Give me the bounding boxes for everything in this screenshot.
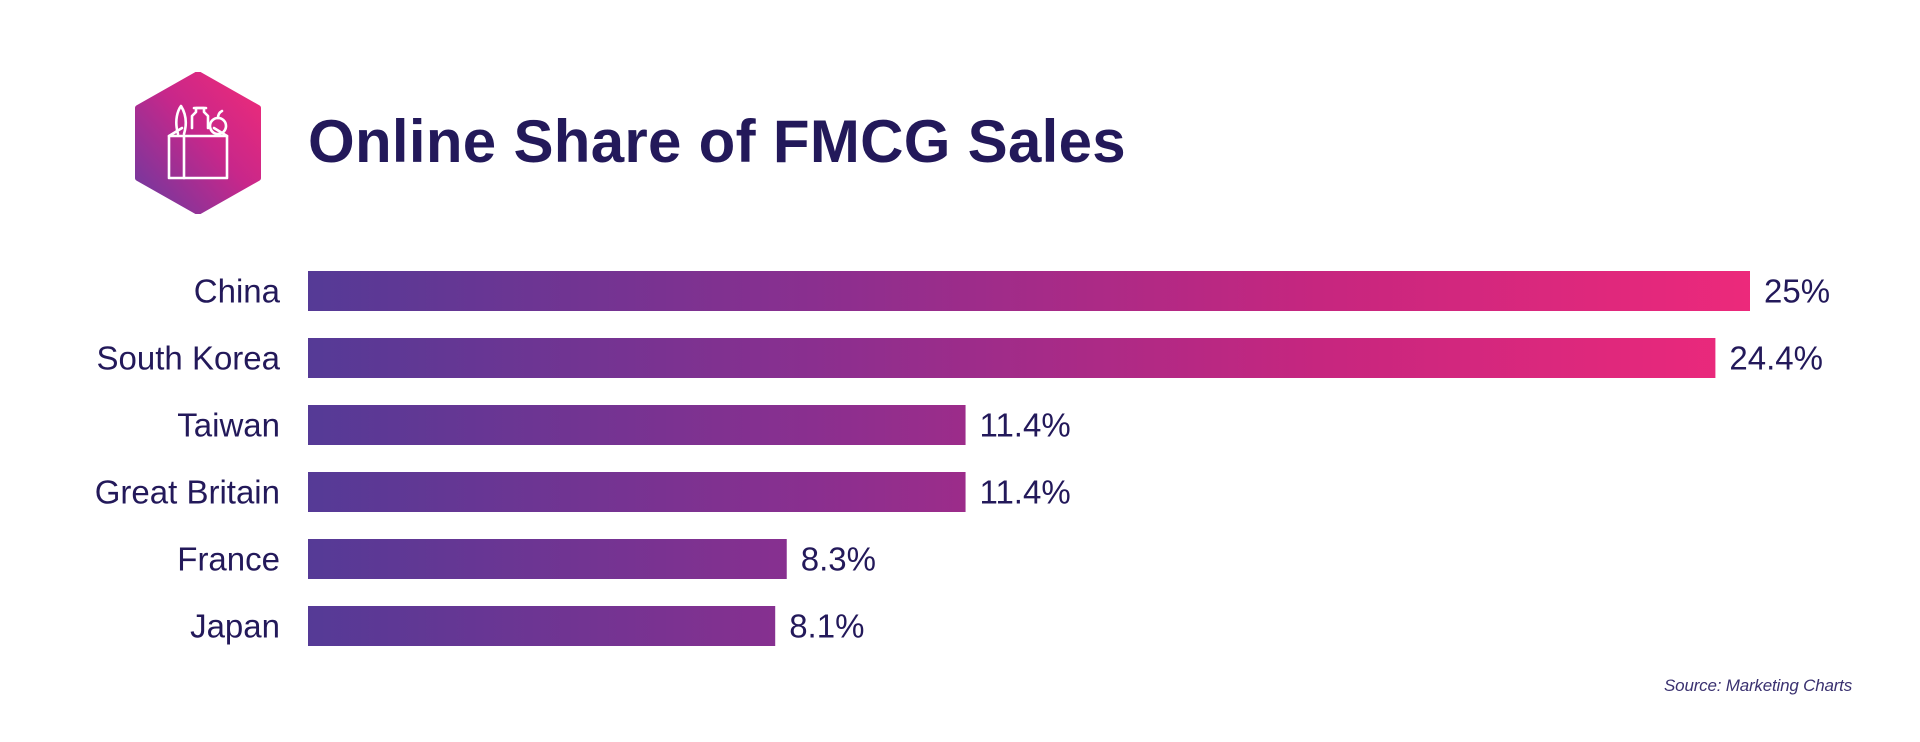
bar bbox=[308, 472, 966, 512]
bar bbox=[308, 405, 966, 445]
category-label: Japan bbox=[190, 608, 280, 645]
value-label: 11.4% bbox=[980, 474, 1071, 511]
bar bbox=[308, 271, 1750, 311]
chart-title: Online Share of FMCG Sales bbox=[308, 108, 1126, 175]
value-label: 8.3% bbox=[801, 541, 876, 578]
grocery-bag-icon bbox=[167, 104, 229, 180]
category-label: China bbox=[194, 273, 281, 310]
category-label: South Korea bbox=[97, 340, 281, 377]
value-label: 11.4% bbox=[980, 407, 1071, 444]
logo-badge bbox=[135, 72, 261, 214]
bar bbox=[308, 539, 787, 579]
bar bbox=[308, 606, 776, 646]
category-label: Taiwan bbox=[177, 407, 280, 444]
value-label: 24.4% bbox=[1729, 340, 1823, 377]
value-label: 8.1% bbox=[789, 608, 864, 645]
source-note: Source: Marketing Charts bbox=[1664, 676, 1852, 695]
category-label: France bbox=[177, 541, 280, 578]
category-label: Great Britain bbox=[95, 474, 280, 511]
value-label: 25% bbox=[1764, 273, 1830, 310]
bar bbox=[308, 338, 1716, 378]
